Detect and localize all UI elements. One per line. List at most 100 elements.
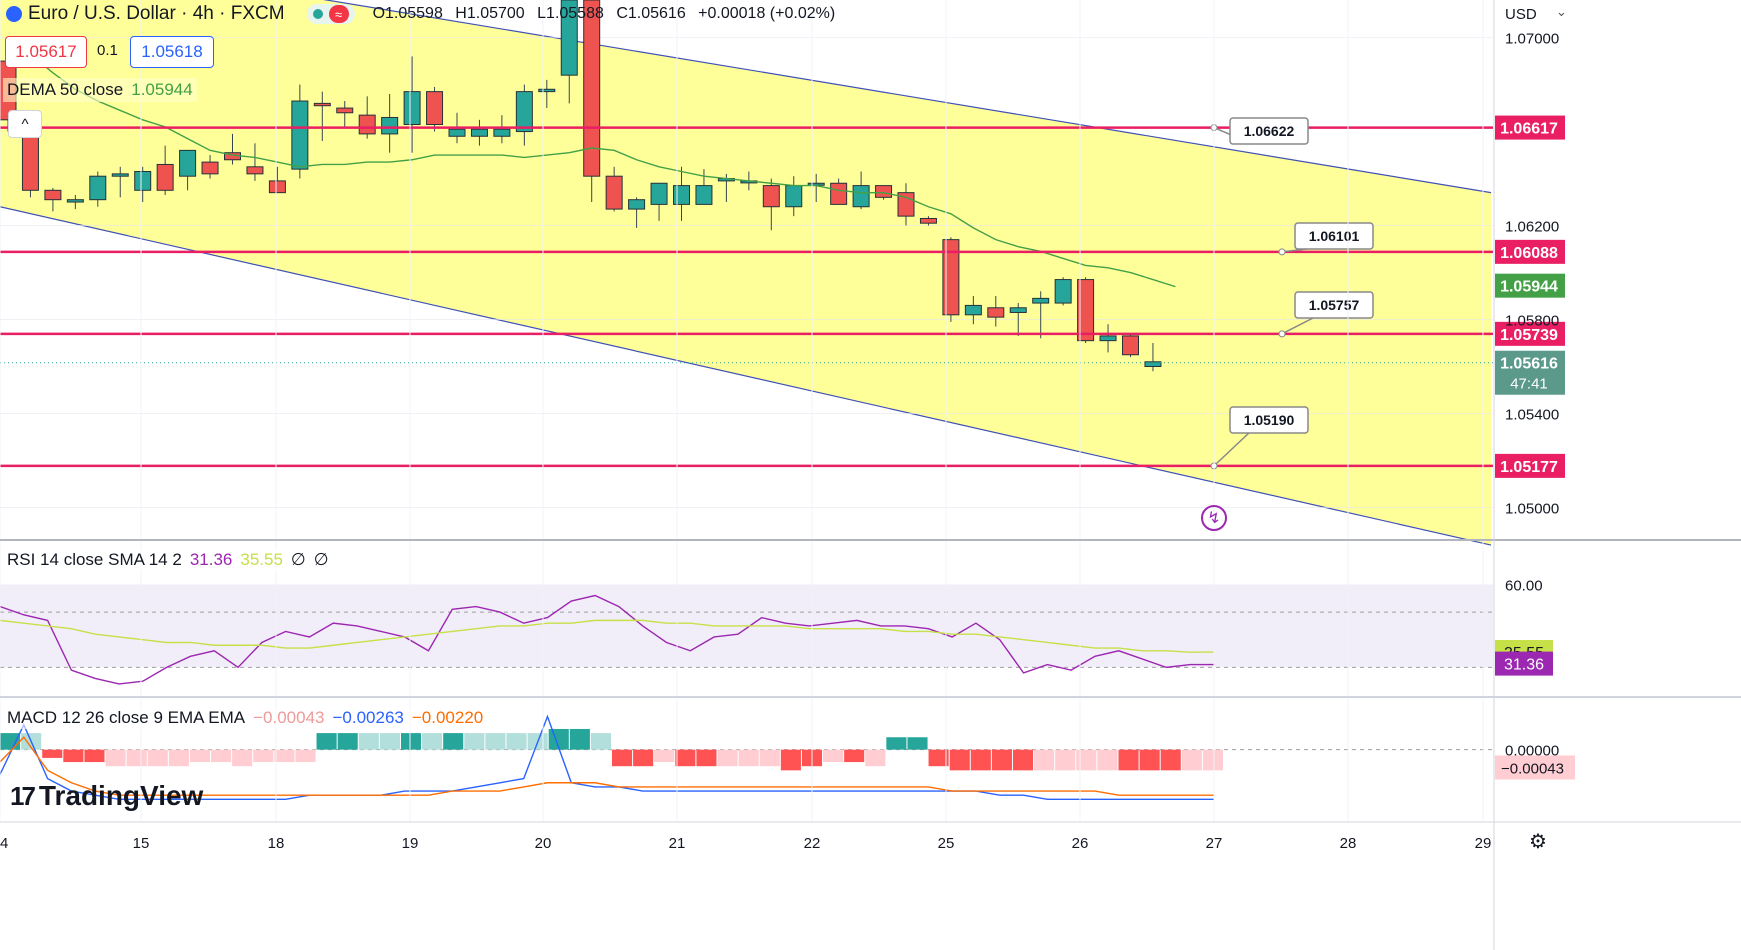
- candle-up: [134, 171, 152, 191]
- macd-hist-tag: [1495, 755, 1575, 780]
- callout-label: 1.05190: [1244, 412, 1295, 428]
- level-price-tag: [1495, 321, 1565, 346]
- brand-name: TradingView: [38, 780, 204, 811]
- macd-hist-bar-negative: [147, 749, 168, 767]
- macd-legend[interactable]: MACD 12 26 close 9 EMA EMA −0.00043 −0.0…: [3, 707, 496, 729]
- candle-up: [89, 175, 107, 201]
- callout-pointer: [1213, 431, 1251, 467]
- macd-hist-bar-positive: [400, 733, 422, 750]
- rsi-pane: [0, 584, 1493, 685]
- candle-up: [695, 185, 713, 205]
- channel-lower-line: [0, 206, 1492, 546]
- time-axis-tick: 14: [0, 835, 8, 852]
- candle-up: [291, 100, 309, 170]
- candle-down: [44, 189, 62, 201]
- chevron-down-icon[interactable]: ⌄: [1556, 4, 1567, 19]
- macd-hist-bar-positive: [590, 733, 611, 750]
- countdown-label: 47:41: [1510, 376, 1548, 393]
- globe-icon: [6, 6, 22, 22]
- candle-up: [1032, 297, 1050, 304]
- symbol-title[interactable]: Euro / U.S. Dollar · 4h · FXCM: [28, 3, 285, 24]
- collapse-legend-button[interactable]: ^: [8, 110, 42, 138]
- candle-down: [605, 175, 623, 210]
- candle-down: [919, 217, 937, 224]
- sell-button[interactable]: 1.05617: [5, 36, 87, 68]
- macd-hist-bar-negative: [633, 749, 654, 767]
- buy-button[interactable]: 1.05618: [130, 36, 214, 68]
- macd-hist-bar-negative: [865, 749, 886, 767]
- data-wave-icon: ≈: [328, 5, 349, 23]
- price-axis-tick: 1.06200: [1505, 219, 1559, 236]
- candle-up: [964, 304, 982, 316]
- time-axis-tick: 20: [535, 835, 552, 852]
- last-price-label: 1.05616: [1500, 356, 1558, 373]
- macd-hist-bar-negative: [232, 749, 253, 767]
- macd-hist-value: −0.00043: [253, 708, 325, 727]
- macd-hist-bar-positive: [422, 733, 443, 750]
- macd-hist-bar-negative: [1202, 749, 1223, 771]
- macd-label: MACD 12 26 close 9 EMA EMA: [7, 708, 246, 727]
- dema-legend[interactable]: DEMA 50 close 1.05944: [3, 78, 197, 102]
- candle-up: [179, 149, 197, 177]
- symbol-legend[interactable]: Euro / U.S. Dollar · 4h · FXCM ≈ O1.0559…: [6, 0, 843, 28]
- dema-line: [30, 53, 1176, 288]
- level-price-label: 1.06617: [1500, 121, 1558, 138]
- rsi-empty-2: ∅: [313, 550, 329, 569]
- callout-anchor: [1278, 330, 1286, 338]
- low-value: L1.05588: [537, 5, 604, 22]
- candle-up: [493, 128, 511, 137]
- market-status-pill[interactable]: ≈: [306, 4, 355, 24]
- time-axis-tick: 28: [1340, 835, 1357, 852]
- callout-box: [1294, 291, 1374, 319]
- candle-up: [448, 128, 466, 137]
- candle-down: [1122, 335, 1139, 356]
- macd-hist-bar-negative: [696, 749, 717, 767]
- price-axis-tick: 1.05000: [1505, 500, 1559, 517]
- candle-down: [830, 182, 848, 205]
- candle-down: [156, 163, 174, 191]
- macd-hist-bar-positive: [569, 728, 590, 750]
- level-price-label: 1.05177: [1500, 459, 1558, 476]
- macd-hist-bar-positive: [506, 733, 527, 750]
- candle-up: [852, 185, 870, 208]
- candle-down: [762, 185, 780, 208]
- candle-up: [1054, 279, 1072, 304]
- change-value: +0.00018 (+0.02%): [698, 5, 836, 22]
- macd-hist-bar-positive: [0, 733, 21, 750]
- rsi-label: RSI 14 close SMA 14 2: [7, 550, 182, 569]
- last-price-tag: [1495, 350, 1565, 395]
- macd-line: [0, 714, 1214, 801]
- gear-icon[interactable]: ⚙: [1529, 830, 1547, 853]
- macd-hist-bar-negative: [844, 749, 865, 763]
- macd-hist-bar-negative: [1181, 749, 1202, 771]
- candle-up: [1099, 335, 1117, 342]
- level-price-label: 1.05739: [1500, 327, 1558, 344]
- macd-hist-bar-positive: [886, 737, 907, 750]
- macd-hist-bar-negative: [612, 749, 633, 767]
- candle-up: [66, 199, 84, 203]
- currency-selector[interactable]: USD: [1505, 6, 1537, 23]
- rsi-legend[interactable]: RSI 14 close SMA 14 2 31.36 35.55 ∅ ∅: [3, 549, 341, 571]
- tradingview-logo: 17 TradingView: [10, 778, 203, 814]
- candle-down: [583, 0, 601, 177]
- rsi-axis-tick: 60.00: [1505, 577, 1543, 594]
- macd-hist-bar-negative: [105, 749, 126, 767]
- macd-line-value: −0.00263: [332, 708, 404, 727]
- macd-hist-tag-label: −0.00043: [1501, 760, 1564, 777]
- macd-hist-bar-negative: [823, 749, 844, 763]
- lightning-icon[interactable]: ↯: [1201, 505, 1227, 531]
- macd-hist-bar-negative: [1076, 749, 1097, 771]
- macd-hist-bar-negative: [295, 749, 316, 763]
- candle-up: [111, 173, 129, 177]
- macd-hist-bar-positive: [485, 733, 506, 750]
- level-price-label: 1.06088: [1500, 245, 1558, 262]
- candle-up: [515, 91, 533, 133]
- macd-hist-bar-negative: [1139, 749, 1160, 771]
- callout-box: [1294, 222, 1374, 250]
- time-axis-tick: 27: [1206, 835, 1223, 852]
- macd-hist-bar-negative: [63, 749, 84, 763]
- time-axis-tick: 25: [938, 835, 955, 852]
- macd-hist-bar-negative: [991, 749, 1012, 771]
